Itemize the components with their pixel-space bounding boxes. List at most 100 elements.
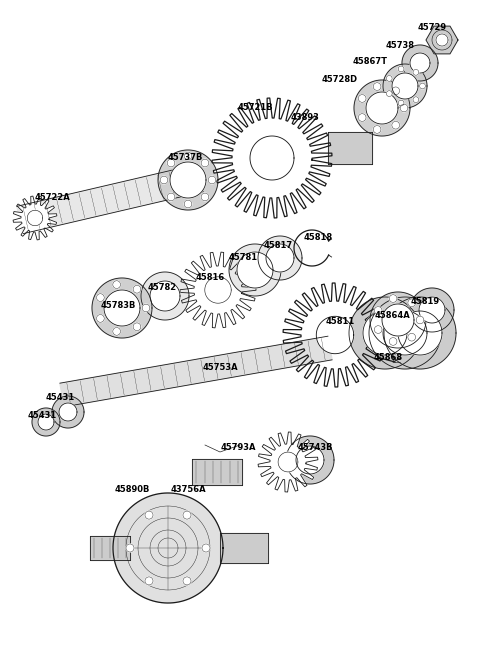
Text: 45811: 45811 [325,318,355,326]
Circle shape [359,94,366,102]
Polygon shape [410,288,454,332]
Text: 45890B: 45890B [114,485,150,495]
Text: 45782: 45782 [147,284,177,293]
Circle shape [413,69,419,75]
Text: 45721B: 45721B [237,103,273,113]
Circle shape [145,511,153,519]
Polygon shape [392,73,418,99]
Circle shape [374,307,382,314]
Text: 43756A: 43756A [170,485,206,495]
Polygon shape [296,446,324,474]
Text: 45729: 45729 [418,24,446,33]
Text: 45864A: 45864A [374,310,410,320]
Text: 45783B: 45783B [100,301,136,310]
Polygon shape [150,281,180,311]
Polygon shape [113,493,223,603]
Circle shape [420,83,425,89]
Polygon shape [258,432,318,492]
Polygon shape [370,292,426,348]
Polygon shape [354,80,410,136]
Circle shape [398,66,404,72]
Text: 45781: 45781 [228,253,258,263]
Text: 45816: 45816 [195,274,225,282]
Circle shape [126,544,134,552]
Circle shape [113,281,120,288]
Polygon shape [59,403,77,421]
Polygon shape [384,297,456,369]
Polygon shape [250,136,294,180]
Circle shape [183,577,191,585]
Polygon shape [383,311,427,355]
Circle shape [201,193,209,201]
Circle shape [392,121,399,129]
Text: 45431: 45431 [46,394,74,403]
Circle shape [184,152,192,160]
Circle shape [359,114,366,121]
Circle shape [408,299,416,307]
Text: 45793A: 45793A [220,443,256,453]
Text: 45738: 45738 [385,41,415,50]
Circle shape [133,286,141,293]
Polygon shape [363,311,407,355]
Polygon shape [229,244,281,296]
Circle shape [386,75,392,81]
Text: 45818: 45818 [303,233,333,242]
Polygon shape [278,452,298,472]
Polygon shape [52,396,84,428]
Polygon shape [410,53,430,73]
Polygon shape [283,283,387,387]
Circle shape [184,200,192,208]
Circle shape [374,326,382,333]
Polygon shape [90,536,130,560]
Polygon shape [170,162,206,198]
Circle shape [201,159,209,167]
Text: 45819: 45819 [410,297,440,307]
Circle shape [389,337,397,345]
Polygon shape [436,34,448,46]
Circle shape [389,295,397,303]
Polygon shape [141,272,189,320]
Circle shape [113,328,120,335]
Circle shape [183,511,191,519]
Polygon shape [258,236,302,280]
Circle shape [408,333,416,341]
Text: 45431: 45431 [27,411,57,419]
Text: 45728D: 45728D [322,75,358,84]
Polygon shape [13,196,57,240]
Circle shape [373,83,381,90]
Circle shape [386,90,392,96]
Circle shape [392,87,399,94]
Circle shape [145,577,153,585]
Polygon shape [382,304,414,336]
Polygon shape [92,278,152,338]
Polygon shape [369,297,441,369]
Polygon shape [402,45,438,81]
Polygon shape [426,26,458,54]
Polygon shape [220,533,268,563]
Polygon shape [419,297,445,323]
Polygon shape [398,311,442,355]
Text: 43893: 43893 [290,113,319,122]
Circle shape [413,97,419,103]
Text: 45753A: 45753A [202,364,238,373]
Polygon shape [180,252,256,328]
Circle shape [142,304,150,312]
Polygon shape [32,408,60,436]
Polygon shape [316,316,354,354]
Circle shape [167,193,175,201]
Polygon shape [266,244,294,272]
Polygon shape [27,210,43,226]
Text: 45737B: 45737B [168,153,203,162]
Polygon shape [104,290,140,326]
Polygon shape [328,132,372,164]
Circle shape [202,544,210,552]
Text: 45817: 45817 [264,240,293,250]
Polygon shape [383,64,427,108]
Circle shape [208,176,216,184]
Polygon shape [17,164,203,234]
Circle shape [133,323,141,331]
Circle shape [96,314,104,322]
Circle shape [373,126,381,133]
Polygon shape [158,150,218,210]
Polygon shape [192,459,242,485]
